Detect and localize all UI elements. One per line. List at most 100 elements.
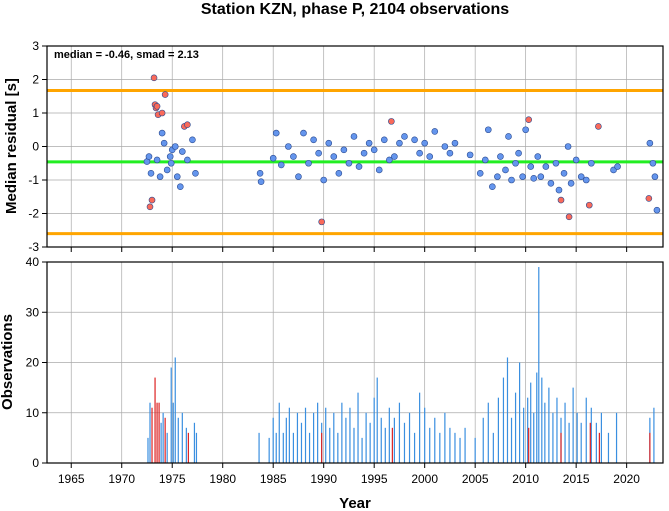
x-tick-label: 1990 <box>310 472 337 486</box>
bar <box>649 432 651 463</box>
bar <box>376 377 378 463</box>
bar <box>419 392 421 463</box>
bar <box>285 417 287 463</box>
point <box>564 143 572 150</box>
bar <box>170 367 172 463</box>
x-axis-label: Year <box>339 495 371 511</box>
point <box>396 139 403 147</box>
bar <box>296 412 299 463</box>
bar <box>528 427 530 463</box>
y-tick-label: -1 <box>28 173 39 187</box>
point <box>646 139 654 147</box>
bar <box>365 412 367 463</box>
point <box>325 139 333 147</box>
bar <box>502 377 505 463</box>
bar <box>607 432 610 463</box>
point <box>388 118 395 125</box>
point <box>391 153 398 160</box>
bar <box>312 412 315 463</box>
bar <box>474 437 476 463</box>
point <box>148 196 156 204</box>
x-tick-label: 2005 <box>462 472 489 486</box>
bar <box>598 432 600 463</box>
bar <box>514 392 517 463</box>
y-tick-label: 20 <box>26 356 40 370</box>
point <box>345 159 353 167</box>
bar <box>536 372 538 463</box>
bar <box>572 387 574 463</box>
bar <box>288 407 290 463</box>
bar <box>333 412 335 463</box>
point <box>441 143 449 150</box>
bar <box>158 402 160 463</box>
point <box>176 183 184 190</box>
point <box>184 156 191 164</box>
y-axis-label: Observations <box>0 314 16 410</box>
bar <box>590 407 592 463</box>
point <box>585 201 593 209</box>
point <box>146 203 154 211</box>
bar <box>530 382 532 463</box>
bar <box>337 432 339 463</box>
bar <box>533 412 535 463</box>
y-tick-label: 2 <box>32 73 39 87</box>
point <box>295 173 302 180</box>
x-tick-label: 2000 <box>411 472 438 486</box>
bar <box>345 417 347 463</box>
y-tick-label: 10 <box>26 406 40 420</box>
y-tick-label: 0 <box>32 140 39 154</box>
bar <box>519 362 521 463</box>
y-tick-label: 3 <box>32 39 39 53</box>
point <box>156 173 164 180</box>
bar <box>487 402 489 463</box>
bar <box>388 407 390 463</box>
bar <box>523 407 525 463</box>
point <box>150 74 158 82</box>
bar <box>151 407 153 463</box>
bar <box>560 432 562 463</box>
point <box>257 178 265 185</box>
bar <box>361 437 363 463</box>
point <box>145 153 153 160</box>
point <box>484 126 492 134</box>
point <box>315 149 322 157</box>
bar <box>449 427 451 463</box>
point <box>653 206 661 214</box>
point <box>522 126 529 134</box>
bar <box>393 417 395 463</box>
bar <box>439 432 441 463</box>
point <box>320 176 327 184</box>
point <box>476 170 484 177</box>
bar <box>308 432 311 463</box>
bar <box>164 417 166 463</box>
point <box>525 116 532 123</box>
point <box>147 170 155 177</box>
y-tick-label: 40 <box>26 255 40 269</box>
x-tick-label: 1975 <box>159 472 186 486</box>
bar <box>497 397 499 463</box>
point <box>179 148 186 155</box>
point <box>555 186 563 194</box>
bar <box>160 422 162 463</box>
point <box>649 159 657 167</box>
bar <box>398 402 401 463</box>
bar <box>556 397 558 463</box>
point <box>519 173 526 180</box>
bar <box>278 402 280 463</box>
point <box>310 136 317 144</box>
bar <box>589 422 591 463</box>
bar <box>600 412 602 463</box>
bar <box>349 407 351 463</box>
bar <box>195 432 198 463</box>
x-tick-label: 2010 <box>512 472 539 486</box>
point <box>560 170 568 177</box>
plot-frame <box>46 45 664 248</box>
bar <box>564 402 566 463</box>
x-tick-label: 2015 <box>563 472 590 486</box>
point <box>534 153 542 160</box>
bar <box>408 412 411 463</box>
point <box>370 146 378 154</box>
bar <box>413 432 416 463</box>
